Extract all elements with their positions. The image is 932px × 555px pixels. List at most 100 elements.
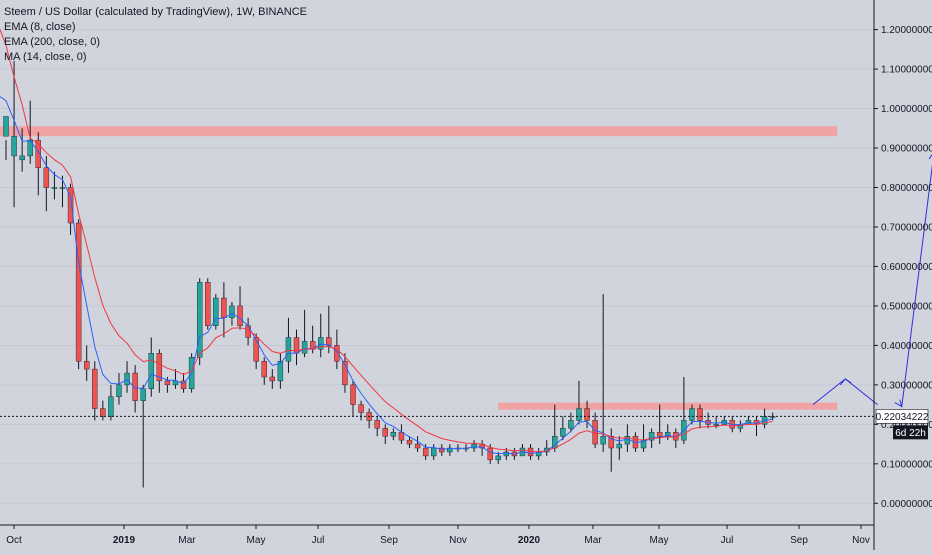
candle-body bbox=[100, 408, 106, 417]
price-tick-label: 0.40000000 bbox=[881, 341, 932, 352]
price-tick-label: 0.00000000 bbox=[881, 499, 932, 510]
last-price-badge-box bbox=[875, 409, 929, 424]
resistance-zone bbox=[498, 402, 838, 410]
candle-body bbox=[43, 167, 50, 188]
price-tick-label: 0.50000000 bbox=[881, 301, 932, 312]
grid-lines bbox=[0, 29, 874, 504]
candle-body bbox=[560, 428, 566, 437]
candle-body bbox=[3, 116, 9, 137]
candle-body bbox=[431, 447, 437, 457]
price-tick-label: 1.00000000 bbox=[881, 104, 932, 115]
projection-arrow-small-head bbox=[839, 378, 852, 386]
countdown-label: 6d 22h bbox=[895, 428, 926, 439]
candle-body bbox=[229, 305, 235, 318]
candle-body bbox=[27, 139, 33, 157]
time-tick-label: 2019 bbox=[113, 535, 136, 546]
time-axis[interactable]: Oct 2019 Mar May Jul Sep Nov 2020 Mar May Jul Sep No… bbox=[6, 525, 870, 546]
candle-body bbox=[108, 396, 114, 417]
candle-body bbox=[19, 155, 25, 161]
candle-body bbox=[180, 380, 187, 390]
symbol-title[interactable]: Steem / US Dollar (calculated by Trading… bbox=[4, 6, 308, 18]
candle-body bbox=[495, 455, 501, 461]
indicator-ema-200[interactable]: EMA (200, close, 0) bbox=[4, 36, 100, 48]
candle-body bbox=[132, 372, 138, 401]
time-tick-label: Oct bbox=[6, 535, 22, 546]
candle-body bbox=[350, 384, 356, 405]
candle-body bbox=[277, 360, 284, 382]
candle-body bbox=[140, 388, 146, 401]
candle-body bbox=[689, 408, 695, 421]
candle-body bbox=[600, 435, 606, 445]
projection-arrow-small-tip bbox=[894, 399, 903, 408]
price-tick-label: 1.20000000 bbox=[881, 25, 932, 36]
candle-body bbox=[447, 447, 453, 453]
time-tick-label: Mar bbox=[178, 535, 196, 546]
countdown-badge-box bbox=[893, 425, 928, 440]
candle-body bbox=[326, 337, 332, 346]
candles bbox=[3, 61, 776, 488]
candle-body bbox=[616, 443, 623, 449]
candle-body bbox=[285, 337, 292, 362]
candle-body bbox=[269, 376, 276, 382]
resistance-zone bbox=[0, 126, 838, 137]
candle-body bbox=[59, 187, 66, 189]
indicator-ma-14[interactable]: MA (14, close, 0) bbox=[4, 51, 87, 63]
candle-body bbox=[124, 372, 130, 386]
time-tick-label: May bbox=[650, 535, 669, 546]
time-tick-label: Sep bbox=[790, 535, 808, 546]
projection-arrow-large-head bbox=[928, 153, 932, 160]
price-tick-label: 0.10000000 bbox=[881, 459, 932, 470]
candle-body bbox=[576, 408, 582, 421]
candle-body bbox=[196, 282, 203, 358]
price-tick-label: 0.70000000 bbox=[881, 222, 932, 233]
candle-body bbox=[164, 380, 171, 386]
time-tick-label: Jul bbox=[721, 535, 734, 546]
candle-body bbox=[35, 139, 41, 168]
price-tick-label: 0.60000000 bbox=[881, 262, 932, 273]
candle-body bbox=[83, 360, 90, 370]
price-tick-label: 0.30000000 bbox=[881, 380, 932, 391]
time-tick-label: Nov bbox=[449, 535, 467, 546]
moving-average-lines bbox=[0, 29, 773, 455]
time-tick-label: Nov bbox=[852, 535, 870, 546]
candle-body bbox=[656, 432, 663, 437]
candle-body bbox=[253, 337, 259, 362]
projection-arrow bbox=[812, 153, 932, 408]
candle-body bbox=[334, 345, 340, 362]
candle-body bbox=[237, 305, 243, 326]
candle-body bbox=[342, 360, 348, 386]
time-tick-label: 2020 bbox=[518, 535, 541, 546]
ema-slow-line bbox=[0, 29, 773, 453]
time-tick-label: Sep bbox=[380, 535, 398, 546]
price-tick-label: 1.10000000 bbox=[881, 65, 932, 76]
candle-body bbox=[697, 408, 703, 421]
indicator-ema-8[interactable]: EMA (8, close) bbox=[4, 21, 76, 33]
candle-body bbox=[358, 404, 364, 413]
candle-body bbox=[11, 135, 17, 157]
candle-body bbox=[665, 432, 671, 437]
candle-body bbox=[156, 353, 163, 382]
time-tick-label: May bbox=[247, 535, 266, 546]
candle-body bbox=[213, 297, 219, 326]
resistance-zones bbox=[0, 126, 838, 410]
candle-body bbox=[301, 341, 308, 354]
candle-body bbox=[414, 443, 421, 449]
candle-body bbox=[51, 187, 58, 189]
chart-legend: Steem / US Dollar (calculated by Trading… bbox=[4, 5, 307, 65]
price-axis[interactable]: 1.20000000 1.10000000 1.00000000 0.90000000… bbox=[874, 25, 932, 510]
candle-body bbox=[406, 439, 413, 445]
ema-fast-line bbox=[0, 96, 773, 455]
projection-arrow-large bbox=[901, 164, 932, 407]
candle-body bbox=[67, 187, 74, 224]
last-price-label: 0.22034222 bbox=[876, 412, 929, 423]
candle-body bbox=[148, 353, 154, 390]
candle-body bbox=[221, 297, 227, 318]
candle-body bbox=[116, 384, 122, 397]
last-price-badge: 0.22034222 bbox=[875, 409, 929, 424]
candle-body bbox=[374, 420, 380, 429]
candle-body bbox=[713, 424, 719, 426]
candle-body bbox=[382, 428, 388, 437]
